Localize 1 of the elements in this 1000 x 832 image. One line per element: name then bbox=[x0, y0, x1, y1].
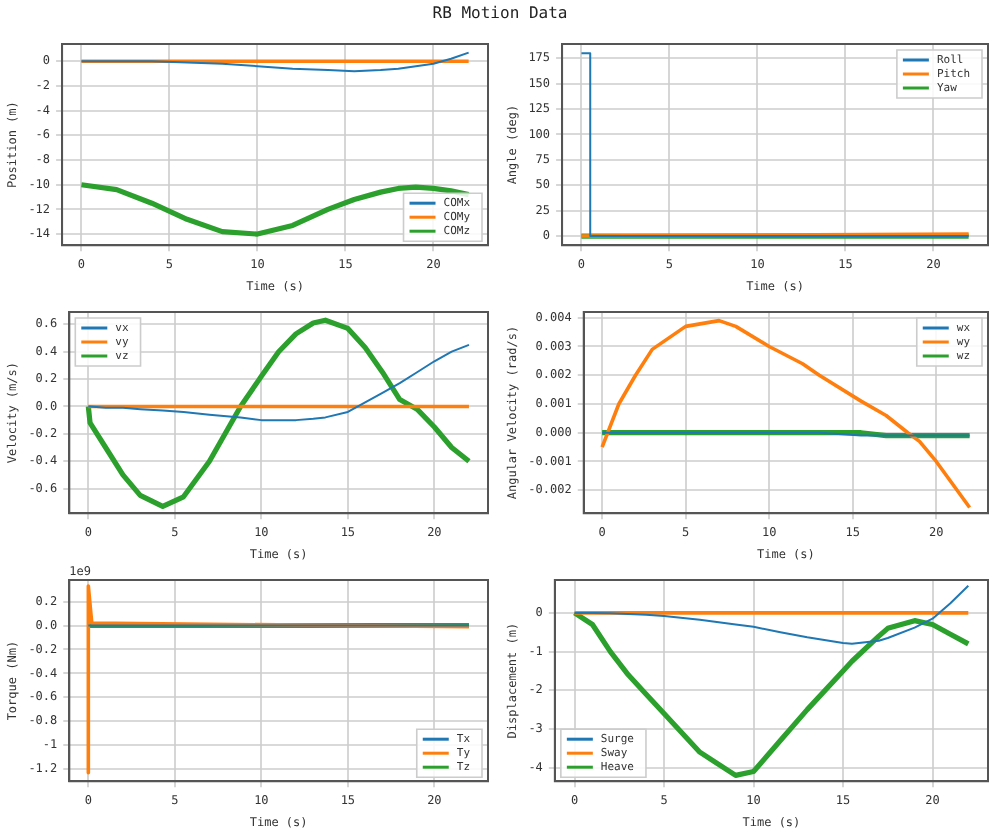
chart-title: RB Motion Data bbox=[430, 2, 570, 26]
